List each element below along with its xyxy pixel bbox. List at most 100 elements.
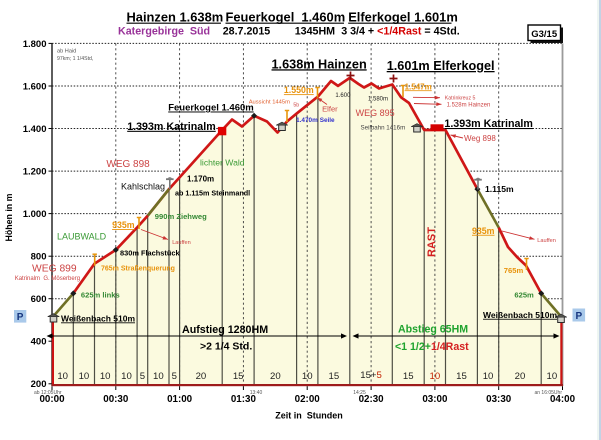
svg-text:1.580m: 1.580m [368,96,388,102]
svg-text:RAST: RAST [426,227,438,257]
svg-text:>2 1/4 Std.: >2 1/4 Std. [200,340,252,352]
svg-text:10: 10 [100,371,111,382]
svg-text:Seile: Seile [320,117,335,124]
svg-text:10: 10 [483,371,494,382]
svg-text:1.170m: 1.170m [187,174,214,183]
svg-text:02:00: 02:00 [295,394,321,405]
svg-text:990m Ziehweg: 990m Ziehweg [155,212,207,221]
svg-text:LAUBWALD: LAUBWALD [57,232,107,242]
svg-text:Feuerkogel 1.460m: Feuerkogel 1.460m [168,103,254,114]
svg-text:1.800: 1.800 [23,39,47,50]
svg-text:Katergebirge Süd: Katergebirge Süd [118,25,210,37]
svg-text:ab 1.115m Steinmandl: ab 1.115m Steinmandl [175,189,250,198]
svg-text:Aussicht 1445m: Aussicht 1445m [249,99,290,105]
svg-text:830m Flachstück: 830m Flachstück [120,249,180,258]
svg-text:20: 20 [515,371,526,382]
svg-text:Kahlschlag: Kahlschlag [121,182,165,192]
svg-text:10: 10 [153,371,164,382]
svg-text:02:30: 02:30 [359,394,385,405]
svg-text:Weißenbach 510m: Weißenbach 510m [483,310,557,320]
svg-text:Weißenbach 510m: Weißenbach 510m [61,313,135,323]
svg-text:1.550m: 1.550m [284,85,314,95]
svg-text:13:40: 13:40 [250,390,263,396]
svg-text:10: 10 [302,371,313,382]
svg-text:3 3/4 + <1/4Rast = 4Std.: 3 3/4 + <1/4Rast = 4Std. [341,25,460,37]
svg-text:28.7.2015: 28.7.2015 [223,25,271,37]
svg-text:Abstieg 65HM: Abstieg 65HM [398,323,468,335]
svg-text:935m: 935m [112,220,135,230]
svg-text:Weg 898: Weg 898 [464,134,496,143]
svg-text:Zeit in Stunden: Zeit in Stunden [275,410,343,420]
svg-text:15: 15 [329,371,340,382]
svg-text:10: 10 [547,371,558,382]
svg-text:ab 12:05Uhr: ab 12:05Uhr [34,390,62,396]
svg-text:<1 1/2+1/4Rast: <1 1/2+1/4Rast [395,341,469,353]
svg-text:1.638m Hainzen: 1.638m Hainzen [272,57,367,71]
svg-text:WEG 895: WEG 895 [356,108,395,118]
svg-text:15: 15 [403,371,414,382]
svg-text:765m Straßenquerung: 765m Straßenquerung [101,265,175,272]
svg-text:Hainzen 1.638m: Hainzen 1.638m [127,9,224,24]
svg-text:00:30: 00:30 [103,394,129,405]
svg-text:10: 10 [121,371,132,382]
svg-text:1.547m: 1.547m [405,82,432,91]
svg-text:10: 10 [430,371,441,382]
svg-text:01:00: 01:00 [167,394,193,405]
svg-text:Elferkogel 1.601m: Elferkogel 1.601m [348,9,458,24]
svg-text:04:00: 04:00 [550,394,576,405]
svg-text:an 16:05Uhr: an 16:05Uhr [534,390,562,396]
svg-text:Lauffen: Lauffen [537,238,556,244]
svg-text:P: P [575,311,582,322]
svg-text:Elfer: Elfer [322,105,338,114]
svg-text:00:00: 00:00 [39,394,65,405]
svg-text:15+5: 15+5 [360,370,382,381]
svg-text:400: 400 [31,337,47,348]
svg-text:Aufstieg 1280HM: Aufstieg 1280HM [182,324,268,336]
svg-text:Seilbahn 1416m: Seilbahn 1416m [361,125,406,132]
svg-text:P: P [17,312,24,323]
svg-text:lichter Wald: lichter Wald [200,158,245,168]
svg-text:03:30: 03:30 [486,394,512,405]
svg-text:1345HM: 1345HM [295,25,335,37]
svg-text:5: 5 [172,371,177,382]
svg-text:1.393m Katrinalm: 1.393m Katrinalm [444,118,533,130]
svg-text:97km; 1 1/4Std,: 97km; 1 1/4Std, [57,56,93,62]
svg-text:935m: 935m [472,226,495,236]
svg-text:10: 10 [57,371,68,382]
svg-text:5b: 5b [293,102,299,108]
svg-text:Feuerkogel 1.460m: Feuerkogel 1.460m [226,9,346,24]
svg-text:600: 600 [31,294,47,305]
svg-text:Katrinalm G. Möserberg: Katrinalm G. Möserberg [15,276,80,282]
svg-text:1.115m: 1.115m [485,184,514,194]
svg-text:1.470m: 1.470m [296,117,318,124]
svg-text:15: 15 [456,371,467,382]
svg-text:WEG 898: WEG 898 [106,159,150,170]
svg-text:Lauffen: Lauffen [172,240,191,246]
svg-text:1.600: 1.600 [23,81,47,92]
svg-text:1.400: 1.400 [23,124,47,135]
svg-text:Katrinkreuz 5: Katrinkreuz 5 [445,96,476,102]
svg-text:G3/15: G3/15 [531,29,558,40]
svg-text:20: 20 [270,371,281,382]
svg-text:01:30: 01:30 [231,394,257,405]
svg-text:Höhen in m: Höhen in m [4,193,14,241]
svg-text:625m links: 625m links [81,291,120,300]
svg-text:5: 5 [140,371,145,382]
svg-text:765m: 765m [504,266,524,275]
svg-text:20: 20 [196,371,207,382]
svg-text:1.000: 1.000 [23,209,47,220]
svg-text:625m: 625m [514,291,534,300]
svg-text:800: 800 [31,252,47,263]
svg-text:03:00: 03:00 [422,394,448,405]
svg-text:200: 200 [31,379,47,390]
svg-text:1.600: 1.600 [335,93,351,99]
svg-text:1.601m Elferkogel: 1.601m Elferkogel [387,59,495,73]
svg-text:14:25: 14:25 [353,390,366,396]
svg-text:WEG 899: WEG 899 [32,263,77,274]
svg-text:1.393m Katrinalm: 1.393m Katrinalm [127,121,216,133]
svg-text:15: 15 [233,371,244,382]
svg-text:1.528m Hainzen: 1.528m Hainzen [447,103,491,109]
svg-text:10: 10 [79,371,90,382]
svg-text:1.200: 1.200 [23,167,47,178]
svg-text:ab Haid: ab Haid [57,49,76,55]
